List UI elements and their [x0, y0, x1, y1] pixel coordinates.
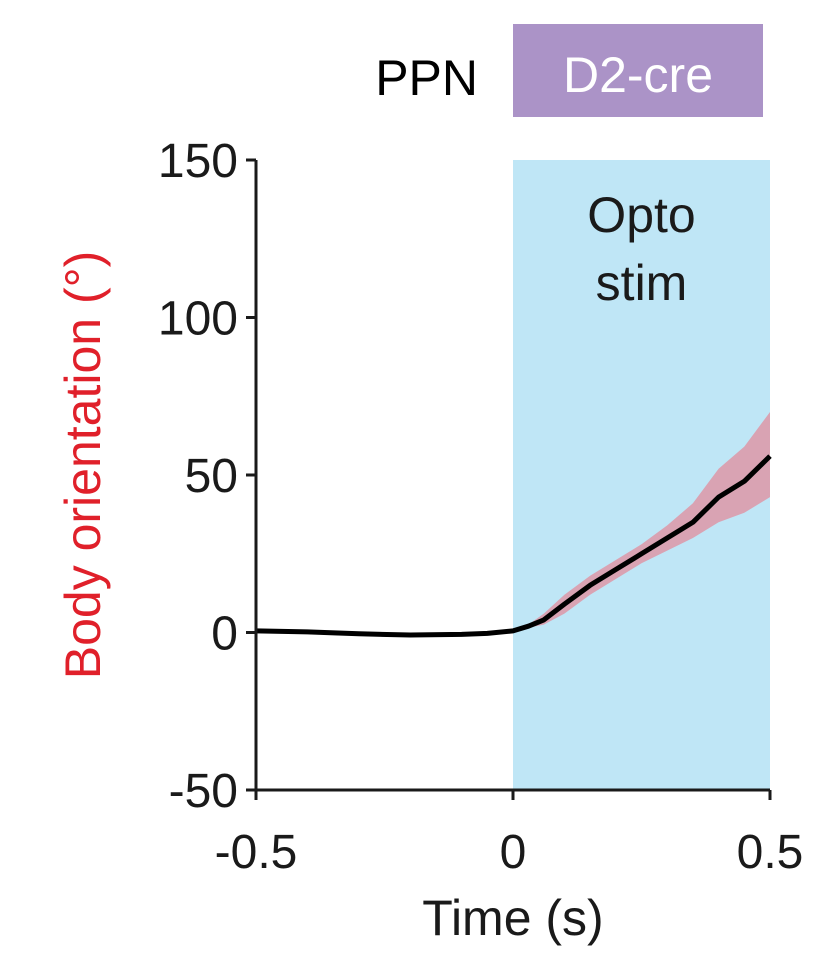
y-tick-label: 100	[158, 293, 238, 346]
region-title: PPN	[375, 50, 478, 106]
y-axis-title: Body orientation (°)	[55, 251, 111, 680]
genotype-badge-label: D2-cre	[563, 47, 713, 103]
mean-line	[255, 454, 772, 638]
genotype-badge	[513, 24, 763, 117]
y-tick-label: 150	[158, 135, 238, 188]
opto-stim-label-line1: Opto	[587, 187, 695, 243]
x-tick-label: 0.5	[737, 826, 804, 879]
y-ticks: -50 0 50 100 150	[158, 135, 256, 818]
axes: -50 0 50 100 150 -0.5 0 0.5 Time (s) Body orie…	[55, 135, 803, 946]
plot-area: Opto stim	[255, 160, 772, 790]
x-ticks: -0.5 0 0.5	[215, 790, 804, 879]
opto-stim-label-line2: stim	[596, 255, 688, 311]
y-tick-label: 50	[185, 450, 238, 503]
x-tick-label: 0	[500, 826, 527, 879]
y-tick-label: -50	[169, 765, 238, 818]
x-tick-label: -0.5	[215, 826, 298, 879]
y-tick-label: 0	[211, 608, 238, 661]
x-axis-title: Time (s)	[422, 890, 603, 946]
